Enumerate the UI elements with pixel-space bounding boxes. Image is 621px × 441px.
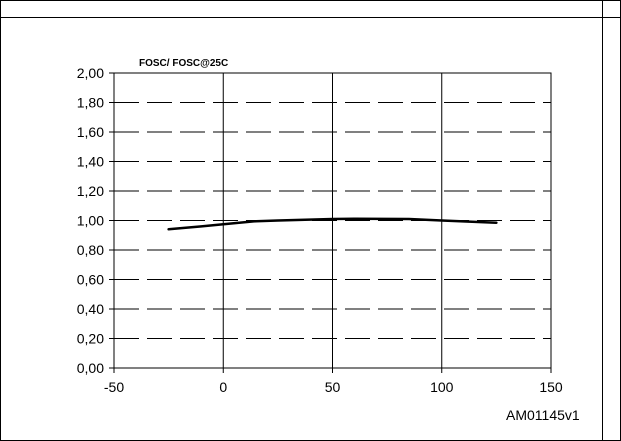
series-layer xyxy=(167,217,498,231)
y-tick-label: 0,20 xyxy=(77,331,104,347)
y-tick-label: 0,60 xyxy=(77,272,104,288)
x-tick-label: 100 xyxy=(430,379,454,395)
grid xyxy=(114,73,551,368)
x-tick-label: 0 xyxy=(219,379,227,395)
reference-code: AM01145v1 xyxy=(506,407,580,423)
x-tick-label: -50 xyxy=(104,379,124,395)
y-axis-label: FOSC/ FOSC@25C xyxy=(139,58,228,69)
y-tick-label: 0,40 xyxy=(77,301,104,317)
y-tick-label: 1,80 xyxy=(77,95,104,111)
y-tick-label: 0,80 xyxy=(77,242,104,258)
y-tick-label: 1,00 xyxy=(77,213,104,229)
y-tick-label: 1,20 xyxy=(77,183,104,199)
x-axis-ticks: -50 0 50 100 150 xyxy=(104,368,563,395)
x-tick-label: 150 xyxy=(539,379,563,395)
y-tick-label: 2,00 xyxy=(77,65,104,81)
y-tick-label: 1,60 xyxy=(77,124,104,140)
y-tick-label: 1,40 xyxy=(77,154,104,170)
series-line xyxy=(167,217,498,231)
x-tick-label: 50 xyxy=(325,379,341,395)
y-tick-label: 0,00 xyxy=(77,360,104,376)
y-axis-ticks: 0,00 0,20 0,40 0,60 0,80 1,00 1,20 1,40 1,60 1,80… xyxy=(77,65,114,376)
